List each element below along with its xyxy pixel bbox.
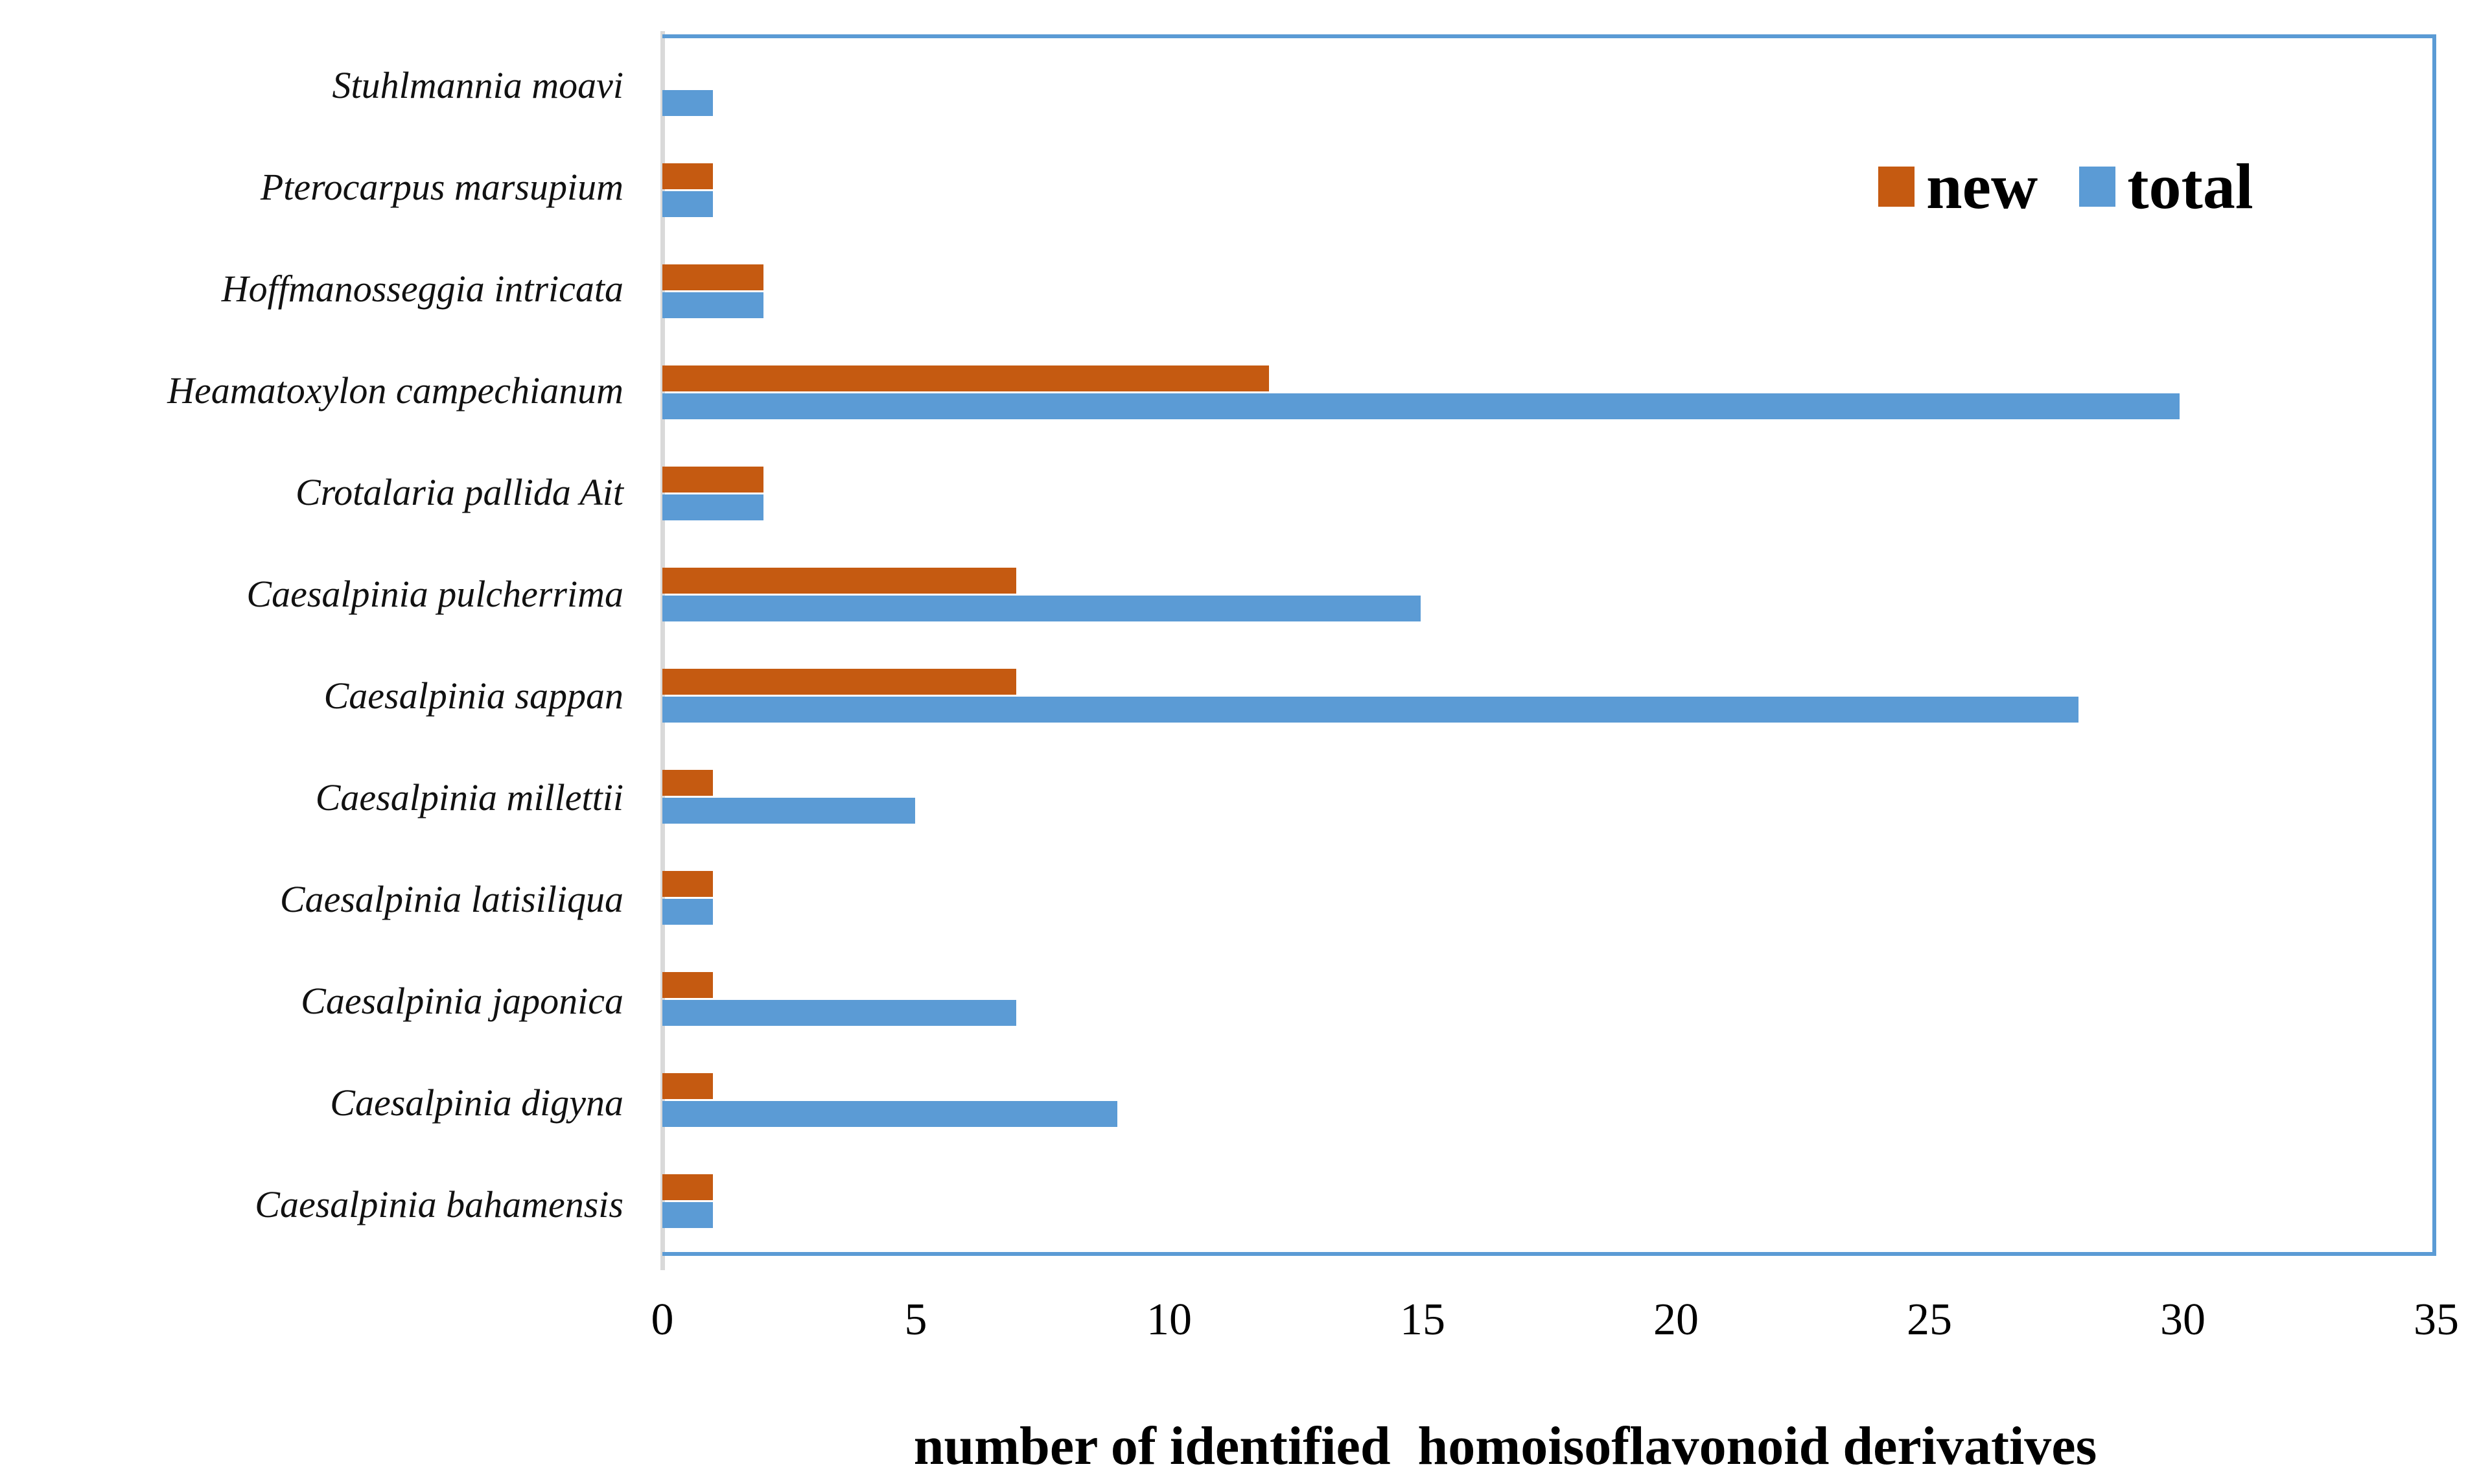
category-label: Crotalaria pallida Ait	[296, 470, 623, 513]
bar-total	[662, 292, 764, 318]
bar-total	[662, 899, 714, 925]
legend: new total	[1878, 154, 2253, 219]
x-tick-label: 10	[1147, 1295, 1192, 1345]
category-label: Heamatoxylon campechianum	[167, 369, 623, 412]
bar-total	[662, 697, 2078, 723]
bar-total	[662, 494, 764, 520]
bar-new	[662, 972, 714, 999]
legend-item-new: new	[1878, 154, 2038, 219]
bar-group	[662, 139, 2432, 240]
category-label: Stuhlmannia moavi	[332, 64, 623, 106]
bar-new	[662, 1174, 714, 1201]
bar-group	[662, 1050, 2432, 1151]
x-tick-label: 5	[904, 1295, 927, 1345]
y-axis-line	[660, 31, 665, 1270]
bar-total	[662, 1101, 1118, 1128]
x-tick-label: 15	[1400, 1295, 1445, 1345]
bar-total	[662, 1000, 1017, 1026]
bar-group	[662, 848, 2432, 949]
bar-total	[662, 1202, 714, 1229]
x-tick-label: 25	[1907, 1295, 1952, 1345]
x-axis-ticks: 0 5 10 15 20 25 30 35	[651, 1295, 2460, 1356]
bar-group	[662, 949, 2432, 1050]
legend-swatch-new	[1878, 167, 1915, 207]
bar-new	[662, 1073, 714, 1100]
category-label: Caesalpinia sappan	[323, 675, 623, 717]
bar-new	[662, 567, 1017, 594]
legend-item-total: total	[2079, 154, 2253, 219]
category-label: Caesalpinia digyna	[330, 1082, 623, 1124]
category-label: Caesalpinia japonica	[301, 980, 623, 1023]
bar-group	[662, 645, 2432, 746]
category-label: Caesalpinia latisiliqua	[279, 878, 623, 921]
bar-group	[662, 747, 2432, 848]
bar-total	[662, 595, 1421, 621]
legend-label-new: new	[1926, 150, 2038, 222]
bar-new	[662, 871, 714, 898]
bar-new	[662, 163, 714, 189]
bar-new	[662, 264, 764, 290]
x-tick-label: 35	[2414, 1295, 2459, 1345]
category-label: Caesalpinia pulcherrima	[246, 572, 623, 615]
bar-total	[662, 191, 714, 217]
bar-group	[662, 38, 2432, 139]
bar-new	[662, 770, 714, 796]
bar-group	[662, 443, 2432, 544]
bar-group	[662, 342, 2432, 443]
category-label: Caesalpinia bahamensis	[255, 1183, 623, 1226]
plot-area	[662, 34, 2436, 1256]
x-tick-label: 30	[2160, 1295, 2206, 1345]
bar-new	[662, 466, 764, 493]
category-label: Caesalpinia millettii	[315, 776, 623, 819]
bar-new	[662, 669, 1017, 695]
legend-label-total: total	[2127, 150, 2253, 222]
x-axis-title: number of identified homoisoflavonoid de…	[913, 1416, 2097, 1476]
bar-group	[662, 1151, 2432, 1252]
category-labels: Stuhlmannia moavi Pterocarpus marsupium Ho…	[0, 34, 623, 1256]
bar-total	[662, 89, 714, 116]
x-tick-label: 0	[651, 1295, 674, 1345]
category-label: Hoffmanosseggia intricata	[221, 267, 623, 310]
bar-total	[662, 393, 2180, 419]
bar-group	[662, 240, 2432, 342]
x-tick-label: 20	[1653, 1295, 1699, 1345]
bar-new	[662, 365, 1270, 391]
bar-total	[662, 798, 916, 824]
category-label: Pterocarpus marsupium	[260, 165, 623, 208]
legend-swatch-total	[2079, 167, 2116, 207]
bar-group	[662, 544, 2432, 645]
